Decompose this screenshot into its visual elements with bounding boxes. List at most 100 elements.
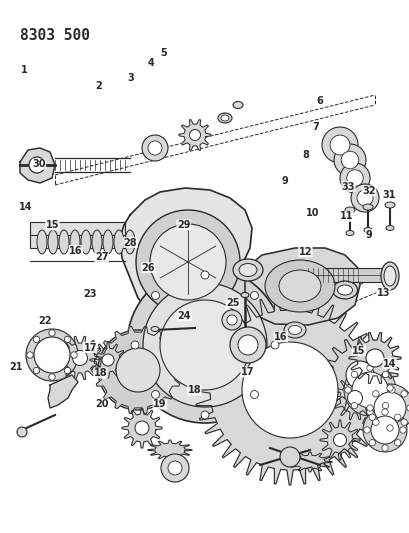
Circle shape (382, 372, 388, 378)
Text: 4: 4 (147, 58, 154, 68)
Circle shape (368, 414, 375, 421)
Circle shape (381, 445, 387, 451)
Polygon shape (48, 375, 78, 408)
Circle shape (344, 387, 351, 393)
Polygon shape (348, 333, 400, 384)
Bar (304, 268, 394, 282)
Text: 33: 33 (341, 182, 354, 191)
Circle shape (143, 283, 266, 407)
Text: 10: 10 (305, 208, 318, 218)
Circle shape (343, 364, 395, 416)
Circle shape (142, 135, 168, 161)
Circle shape (333, 433, 346, 447)
Circle shape (368, 440, 375, 446)
Circle shape (350, 184, 378, 212)
Text: 1: 1 (21, 66, 28, 75)
Text: 28: 28 (123, 238, 137, 247)
Circle shape (221, 310, 241, 330)
Ellipse shape (385, 225, 393, 230)
Text: 8: 8 (301, 150, 308, 159)
Text: 12: 12 (298, 247, 311, 256)
Circle shape (237, 335, 257, 355)
Text: 18: 18 (93, 368, 107, 378)
Circle shape (279, 447, 299, 467)
Circle shape (136, 210, 239, 314)
Circle shape (400, 419, 407, 425)
Circle shape (366, 409, 372, 415)
Bar (30, 222, 125, 248)
Circle shape (49, 330, 55, 336)
Circle shape (373, 392, 405, 424)
Polygon shape (94, 327, 182, 414)
Polygon shape (58, 336, 102, 379)
Ellipse shape (218, 113, 231, 123)
Ellipse shape (283, 322, 305, 338)
Circle shape (49, 374, 55, 380)
Circle shape (393, 440, 400, 446)
Text: 11: 11 (339, 212, 352, 221)
Circle shape (26, 329, 78, 381)
Ellipse shape (48, 230, 58, 254)
Text: 21: 21 (9, 362, 22, 372)
Circle shape (333, 144, 365, 176)
Polygon shape (245, 248, 359, 325)
Circle shape (229, 327, 265, 363)
Ellipse shape (337, 285, 352, 295)
Text: 16: 16 (274, 332, 287, 342)
Circle shape (321, 127, 357, 163)
Ellipse shape (345, 230, 353, 236)
Circle shape (346, 169, 362, 186)
Ellipse shape (288, 326, 301, 335)
Circle shape (339, 163, 369, 193)
Polygon shape (122, 408, 162, 448)
Text: 5: 5 (160, 49, 167, 58)
Polygon shape (319, 420, 359, 460)
Circle shape (345, 361, 373, 389)
Text: 17: 17 (83, 343, 97, 352)
Text: 18: 18 (187, 385, 201, 395)
Circle shape (119, 351, 157, 389)
Ellipse shape (70, 230, 80, 254)
Polygon shape (120, 188, 252, 326)
Ellipse shape (220, 115, 229, 121)
Text: 22: 22 (38, 316, 52, 326)
Text: 19: 19 (153, 399, 166, 409)
Circle shape (135, 421, 148, 435)
Circle shape (366, 365, 372, 371)
Text: 9: 9 (281, 176, 288, 186)
Circle shape (347, 391, 362, 406)
Ellipse shape (384, 202, 394, 208)
Ellipse shape (264, 260, 334, 312)
Ellipse shape (81, 230, 91, 254)
Polygon shape (195, 295, 384, 485)
Circle shape (200, 411, 209, 419)
Ellipse shape (344, 207, 354, 213)
Ellipse shape (151, 327, 159, 332)
Ellipse shape (232, 259, 262, 281)
Circle shape (250, 391, 258, 399)
Circle shape (160, 300, 249, 390)
Circle shape (356, 190, 372, 206)
Text: 29: 29 (177, 220, 190, 230)
Circle shape (33, 367, 40, 374)
Text: 26: 26 (142, 263, 155, 272)
Text: 13: 13 (376, 288, 389, 298)
Circle shape (270, 341, 278, 349)
Ellipse shape (125, 230, 135, 254)
Circle shape (98, 330, 178, 410)
Text: 31: 31 (382, 190, 395, 199)
Circle shape (34, 337, 70, 373)
Circle shape (400, 391, 407, 397)
Polygon shape (148, 440, 191, 460)
Circle shape (150, 224, 225, 300)
Circle shape (362, 408, 406, 452)
Ellipse shape (278, 270, 320, 302)
Text: 9: 9 (365, 230, 371, 239)
Circle shape (72, 351, 87, 366)
Circle shape (365, 384, 409, 432)
Circle shape (116, 348, 160, 392)
Circle shape (250, 292, 258, 300)
Circle shape (168, 461, 182, 475)
Circle shape (329, 135, 349, 155)
Ellipse shape (383, 266, 395, 286)
